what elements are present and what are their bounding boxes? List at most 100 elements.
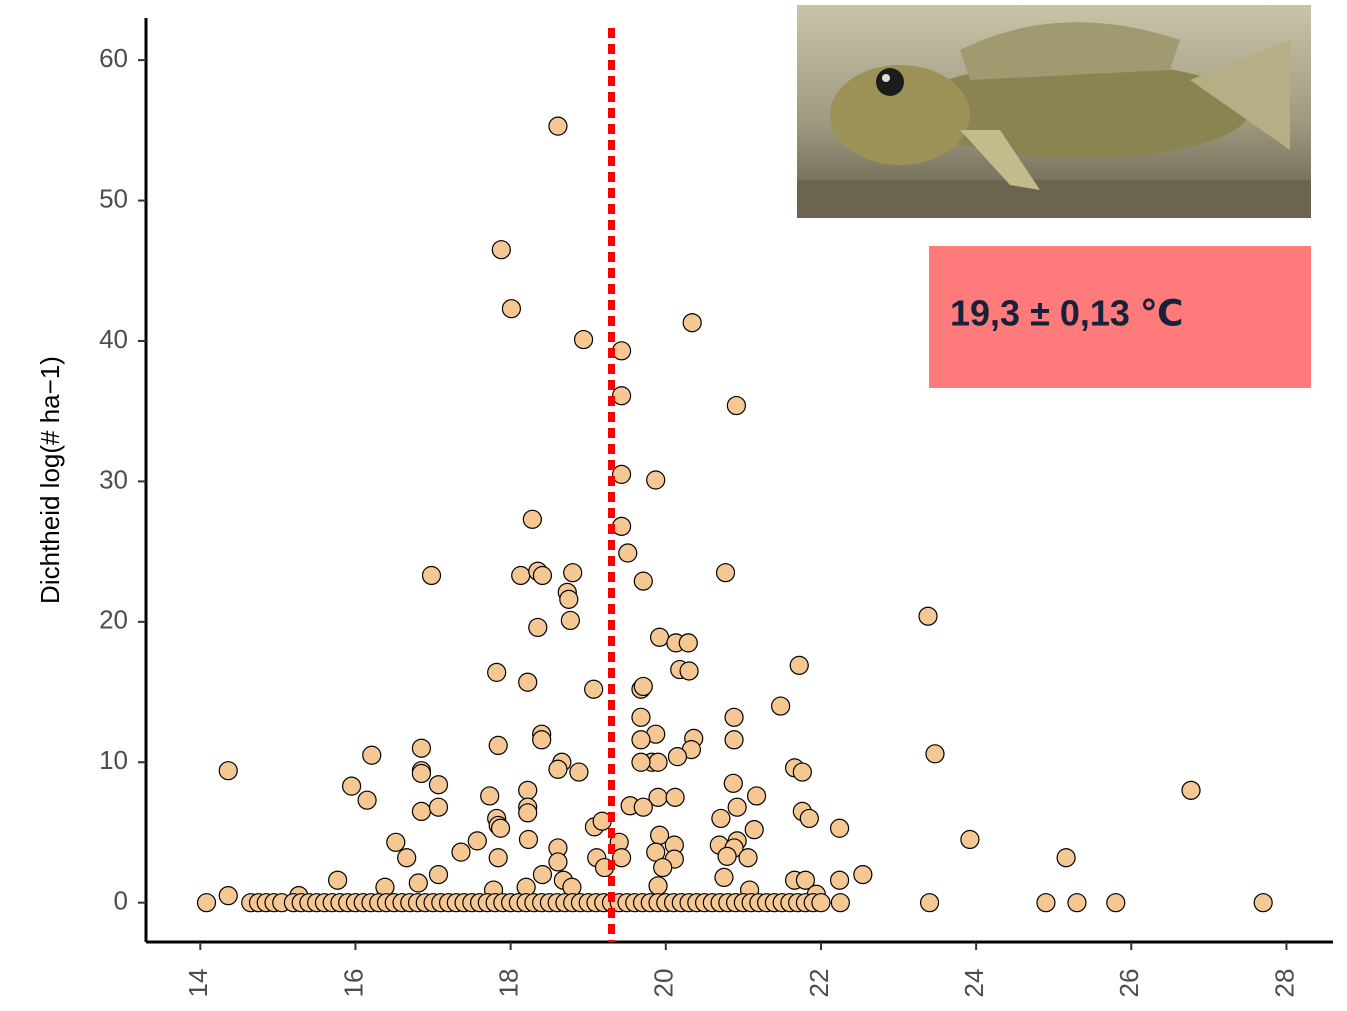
point <box>724 730 744 750</box>
point <box>631 752 651 772</box>
point <box>611 464 632 484</box>
x-tick-label: 26 <box>1114 969 1144 998</box>
x-tick-label: 20 <box>649 969 679 998</box>
y-tick-label: 20 <box>99 605 128 635</box>
point <box>218 886 238 906</box>
point <box>341 776 362 796</box>
point <box>715 563 736 583</box>
point <box>789 655 809 675</box>
point <box>618 543 638 563</box>
point <box>1067 893 1087 913</box>
point <box>649 627 670 647</box>
point <box>925 744 945 764</box>
point <box>428 775 449 795</box>
y-tick-label: 40 <box>99 324 128 354</box>
point <box>829 818 850 838</box>
point <box>511 565 531 586</box>
point <box>487 662 507 682</box>
point <box>1253 893 1273 913</box>
point <box>532 864 553 885</box>
point <box>411 763 432 784</box>
point <box>682 313 702 333</box>
y-tick-label: 60 <box>99 43 128 73</box>
point <box>771 696 791 716</box>
point <box>829 870 850 890</box>
point <box>196 893 217 913</box>
point <box>633 676 653 697</box>
point <box>218 761 238 781</box>
x-tick-label: 24 <box>959 969 989 998</box>
point <box>648 752 668 772</box>
annotation-box <box>929 246 1311 388</box>
point <box>960 829 980 850</box>
point <box>633 571 653 591</box>
point <box>563 563 583 583</box>
point <box>522 509 542 529</box>
point <box>357 790 377 810</box>
point <box>717 846 737 866</box>
point <box>667 747 688 767</box>
point <box>679 661 699 681</box>
point <box>501 299 522 319</box>
point <box>1106 893 1126 913</box>
point <box>584 679 604 699</box>
y-tick-label: 50 <box>99 183 128 213</box>
point <box>328 870 348 890</box>
point <box>723 773 743 793</box>
point <box>1181 780 1201 800</box>
point <box>631 730 651 750</box>
point <box>428 797 449 817</box>
point <box>518 780 538 800</box>
y-axis-label: Dichtheid log(# ha−1) <box>35 356 65 604</box>
point <box>633 797 653 817</box>
point <box>397 848 417 868</box>
point <box>548 116 568 136</box>
point <box>811 893 831 913</box>
x-tick-label: 18 <box>494 969 524 998</box>
point <box>727 797 747 817</box>
point <box>631 707 651 727</box>
point <box>428 864 449 885</box>
point <box>714 867 734 888</box>
point <box>711 808 731 829</box>
point <box>532 565 553 586</box>
point <box>611 386 632 406</box>
point <box>532 730 552 750</box>
y-tick-label: 30 <box>99 464 128 494</box>
point <box>573 329 594 350</box>
point <box>411 801 432 822</box>
point <box>853 864 873 885</box>
point <box>408 873 428 893</box>
point <box>490 818 511 838</box>
point <box>488 848 508 868</box>
point <box>678 633 698 653</box>
point <box>830 893 850 913</box>
point <box>744 820 764 840</box>
x-tick-label: 22 <box>804 969 834 998</box>
point <box>611 848 632 868</box>
point <box>799 808 819 829</box>
point <box>411 738 432 758</box>
point <box>738 848 758 868</box>
point <box>559 589 579 609</box>
x-tick-label: 14 <box>183 969 213 998</box>
point <box>467 831 487 851</box>
point <box>724 707 744 727</box>
point <box>488 735 508 756</box>
point <box>611 516 632 536</box>
point <box>386 832 406 852</box>
point <box>491 240 511 260</box>
annotation: 19,3 ± 0,13 ℃ <box>950 293 1184 334</box>
point <box>653 857 673 878</box>
point <box>518 829 539 850</box>
point <box>726 395 746 416</box>
fish-photo <box>797 5 1311 218</box>
point <box>480 786 500 806</box>
point <box>918 606 938 626</box>
point <box>569 762 589 782</box>
point <box>919 893 940 913</box>
point <box>451 842 471 862</box>
point <box>746 786 767 806</box>
